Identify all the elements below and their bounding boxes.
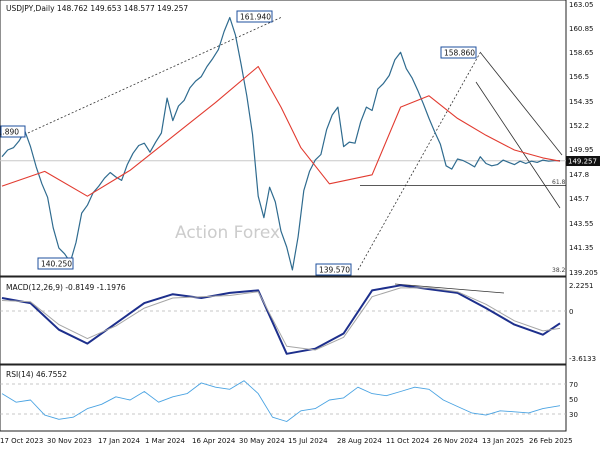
- annotation-158860: 158.860: [440, 46, 477, 59]
- macd-y-tick: 2.2251: [569, 282, 594, 290]
- macd-signal-line: [1, 287, 561, 351]
- macd-y-axis: 2.2251 0 -3.6133: [569, 282, 596, 363]
- macd-panel-series: [1, 284, 561, 355]
- macd-trend-line: [394, 283, 505, 294]
- macd-panel-frame: [0, 276, 567, 365]
- x-axis: 17 Oct 2023 30 Nov 2023 17 Jan 2024 1 Ma…: [0, 437, 573, 445]
- macd-y-tick: -3.6133: [569, 355, 596, 363]
- rsi-panel-series: [1, 380, 561, 422]
- price-y-tick: 156.5: [569, 73, 589, 81]
- rsi-y-tick: 30: [569, 411, 578, 419]
- price-y-tick: 143.55: [569, 220, 594, 228]
- channel-lower: [475, 81, 561, 209]
- price-panel-series: [1, 16, 561, 271]
- price-y-axis: 163.05 160.85 158.65 156.5 154.35 152.2 …: [566, 1, 600, 277]
- x-tick: 11 Oct 2024: [386, 437, 430, 445]
- current-price-box: [566, 156, 600, 166]
- annotation-140250-text: 140.250: [41, 260, 72, 269]
- macd-macd-line: [1, 284, 561, 355]
- price-y-tick: 141.35: [569, 244, 594, 252]
- price-y-tick: 149.95: [569, 146, 594, 154]
- annotation-139570: 139.570: [315, 263, 352, 276]
- current-price-value: 149.257: [568, 158, 597, 166]
- price-y-tick: 152.2: [569, 122, 589, 130]
- price-y-tick: 139.205: [569, 269, 598, 277]
- rsi-y-tick: 70: [569, 381, 578, 389]
- rsi-rsi-line: [1, 380, 561, 422]
- price-title: USDJPY,Daily 148.762 149.653 148.577 149…: [6, 4, 188, 13]
- x-tick: 28 Aug 2024: [337, 437, 382, 445]
- x-tick: 26 Nov 2024: [433, 437, 478, 445]
- annotation-161940: 161.940: [236, 10, 273, 23]
- price-y-tick: 160.85: [569, 25, 594, 33]
- price-y-tick: 145.7: [569, 195, 589, 203]
- x-tick: 1 Mar 2024: [145, 437, 185, 445]
- fib-618-label: 61.8: [552, 179, 566, 186]
- price-y-tick: 154.35: [569, 98, 594, 106]
- macd-title: MACD(12,26,9) -0.8149 -1.1976: [6, 283, 126, 292]
- x-tick: 17 Oct 2023: [0, 437, 43, 445]
- annotation-161940-text: 161.940: [240, 13, 271, 22]
- x-tick: 30 Nov 2023: [47, 437, 92, 445]
- fib-382-label: 38.2: [552, 267, 566, 274]
- price-y-tick: 163.05: [569, 1, 594, 9]
- x-tick: 16 Apr 2024: [192, 437, 236, 445]
- annotation-151890: 151.890: [0, 125, 26, 138]
- x-tick: 13 Jan 2025: [482, 437, 524, 445]
- rsi-panel-frame: [0, 364, 567, 432]
- x-tick: 26 Feb 2025: [529, 437, 573, 445]
- rsi-y-tick: 50: [569, 396, 578, 404]
- macd-y-tick: 0: [569, 308, 573, 316]
- x-tick: 15 Jul 2024: [288, 437, 328, 445]
- price-price-line: [1, 16, 561, 271]
- annotation-151890-text: 151.890: [0, 128, 19, 137]
- price-y-tick: 158.65: [569, 49, 594, 57]
- price-y-tick: 147.8: [569, 171, 589, 179]
- annotation-158860-text: 158.860: [444, 49, 475, 58]
- rsi-title: RSI(14) 46.7552: [6, 370, 67, 379]
- channel-upper: [479, 51, 563, 156]
- x-tick: 17 Jan 2024: [98, 437, 141, 445]
- price-panel-frame: [0, 0, 567, 277]
- annotation-139570-text: 139.570: [319, 266, 350, 275]
- watermark: Action Forex: [175, 223, 280, 243]
- rsi-y-axis: 70 50 30: [569, 381, 578, 419]
- trend-line-high: [27, 16, 283, 134]
- trend-line-low: [357, 52, 481, 271]
- price-sma-line: [1, 65, 561, 197]
- x-tick: 30 May 2024: [239, 437, 285, 445]
- annotation-140250: 140.250: [37, 257, 74, 270]
